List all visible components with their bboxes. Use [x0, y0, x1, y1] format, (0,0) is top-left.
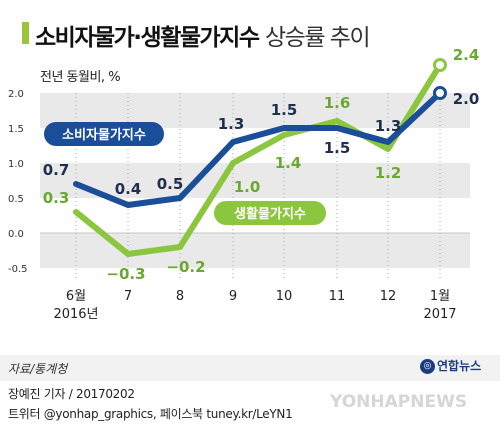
x-tick-label: 1월: [430, 289, 450, 304]
y-tick-label: 1.0: [8, 159, 24, 170]
data-label-living: 0.3: [43, 189, 70, 207]
data-label-living: 1.6: [324, 94, 351, 112]
y-tick-label: 2.0: [8, 89, 24, 100]
chart-title: 소비자물가·생활물가지수 상승률 추이: [35, 18, 371, 52]
data-label-cpi: 0.5: [157, 175, 184, 193]
x-tick-label: 9: [229, 289, 237, 304]
y-tick-label: 0.5: [8, 194, 24, 205]
x-tick-label: 12: [380, 289, 397, 304]
chart-header: 소비자물가·생활물가지수 상승률 추이: [0, 0, 500, 52]
source-label: 자료/통계청: [8, 362, 68, 376]
legend-label-living: 생활물가지수: [234, 206, 306, 222]
data-label-living: 2.4: [453, 46, 480, 64]
series-line-cpi: [73, 90, 443, 208]
legend-badge-cpi: [44, 122, 164, 146]
data-label-living: 1.4: [275, 154, 302, 172]
publisher-logo-text: 연합뉴스: [437, 359, 482, 373]
x-tick-label: 2016년: [53, 307, 98, 322]
x-tick-label: 11: [329, 289, 346, 304]
data-label-living: −0.3: [106, 265, 145, 283]
data-label-cpi: 2.0: [453, 90, 480, 108]
data-label-cpi: 1.3: [218, 115, 245, 133]
data-label-cpi: 0.7: [43, 161, 70, 179]
x-tick-label: 10: [276, 289, 293, 304]
chart-title-sub: 상승률 추이: [265, 25, 371, 51]
y-axis-unit-label: 전년 동월비, %: [40, 70, 121, 85]
credit-line-2: 트위터 @yonhap_graphics, 페이스북 tuney.kr/LeYN…: [8, 407, 293, 421]
data-label-living: 1.0: [234, 178, 261, 196]
data-label-living: −0.2: [166, 258, 205, 276]
credit-line-1: 장예진 기자 / 20170202: [8, 387, 135, 401]
x-tick-label: 7: [124, 289, 132, 304]
x-tick-label: 8: [176, 289, 184, 304]
x-tick-label: 2017: [423, 307, 456, 322]
publisher-logo: ◎ 연합뉴스: [420, 357, 481, 374]
y-tick-label: 1.5: [8, 124, 24, 135]
data-label-cpi: 1.5: [324, 139, 351, 157]
watermark: YONHAPNEWS: [330, 392, 468, 412]
legend-badge-living: [214, 201, 326, 225]
footer-band: [0, 355, 500, 381]
title-accent-bar: [22, 22, 29, 44]
legend-label-cpi: 소비자물가지수: [62, 128, 146, 143]
line-chart: 2.0 1.5 1.0 0.5 0.0 -0.5 6월 2016년 7 8 9 10 11 12 1월 201…: [8, 46, 480, 322]
series-end-marker-cpi: [433, 86, 447, 100]
data-label-cpi: 0.4: [115, 180, 142, 198]
y-tick-label: -0.5: [8, 264, 28, 275]
data-label-living: 1.2: [375, 164, 402, 182]
grid-band: [40, 163, 470, 198]
data-label-cpi: 1.3: [375, 117, 402, 135]
chart-title-main: 소비자물가·생활물가지수: [35, 25, 260, 51]
series-end-marker-living: [433, 58, 447, 72]
data-label-cpi: 1.5: [271, 101, 298, 119]
series-line-living: [73, 62, 443, 257]
publisher-logo-icon: ◎: [420, 359, 435, 374]
y-tick-label: 0.0: [8, 229, 24, 240]
x-tick-label: 6월: [66, 289, 86, 304]
